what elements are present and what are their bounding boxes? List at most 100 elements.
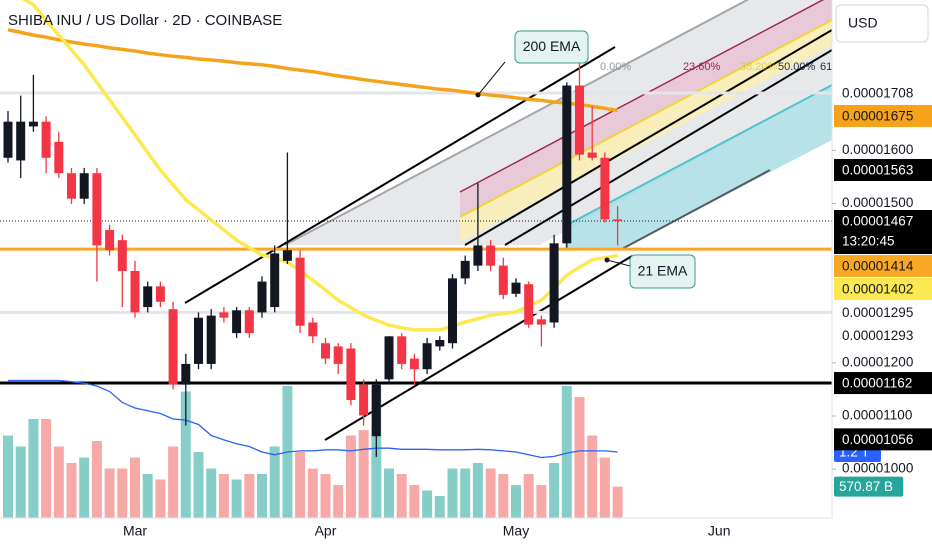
current-price-label: 0.00001467 [842, 214, 913, 229]
volume-bar [295, 452, 306, 518]
volume-bar [498, 474, 509, 518]
candle-body [397, 336, 407, 364]
y-tick-label: 0.00001000 [842, 461, 913, 476]
volume-bar [396, 474, 407, 518]
price-badge [834, 324, 932, 347]
volume-bar [523, 474, 534, 518]
fib-line [284, 0, 750, 246]
emas [7, 0, 618, 332]
volume-bar [345, 435, 356, 518]
volume-bar [485, 468, 496, 518]
price-badge-label: 0.00001402 [842, 282, 913, 297]
fib-label: 50.00% [778, 61, 816, 73]
candle-body [613, 219, 623, 222]
volume-bar [91, 441, 102, 518]
volume-bar [257, 474, 267, 518]
callout-connector [477, 61, 506, 96]
candle-body [549, 243, 559, 323]
trend-line [504, 49, 832, 246]
price-badge [834, 104, 932, 127]
candle-body [257, 281, 267, 313]
volume-bar [193, 452, 204, 518]
callout-text: 21 EMA [638, 263, 688, 279]
fib-label: 23.60% [683, 61, 721, 73]
price-badge-label: 0.00001563 [842, 163, 913, 178]
candle-body [16, 121, 26, 161]
ema-line [21, 0, 618, 332]
fib-zone [285, 0, 832, 245]
candle-body [409, 358, 419, 370]
volume-bar [409, 485, 420, 518]
callout-21: 21 EMA [604, 254, 696, 289]
countdown: 13:20:45 [842, 234, 895, 249]
candle-body [384, 336, 394, 380]
candle-body [79, 173, 89, 199]
callout-connector [606, 259, 631, 267]
current-price-badge [834, 210, 932, 255]
y-tick-label: 0.00001600 [842, 142, 913, 157]
volume-bar [231, 479, 242, 518]
volume-bar [320, 474, 331, 518]
price-badge [834, 301, 932, 324]
trend-line [619, 169, 771, 251]
candle-body [359, 384, 369, 416]
volume-bar [104, 468, 115, 518]
fib-line [459, 19, 832, 218]
volume-bar [117, 468, 128, 518]
fib-zone [565, 85, 832, 250]
candle-body [206, 315, 216, 364]
price-badge-label: 0.00001414 [842, 259, 914, 274]
fib-line [564, 84, 832, 227]
price-badge [834, 372, 932, 395]
price-badge-label: 0.00001295 [842, 305, 913, 320]
callout-box [629, 254, 696, 289]
candle-body [54, 141, 64, 174]
candle-body [232, 310, 242, 334]
candle-body [562, 85, 572, 244]
fib-zone [460, 20, 832, 242]
volume-bar [472, 463, 483, 518]
trend-line [464, 29, 832, 246]
candle-body [282, 250, 292, 261]
volume-bar [460, 468, 471, 518]
candle-body [435, 340, 445, 347]
volume-bar [142, 474, 153, 518]
price-badge [834, 81, 932, 104]
volume-bar [333, 485, 344, 518]
volume-badge [834, 476, 904, 497]
candle-body [117, 240, 127, 271]
volume-bar [434, 496, 445, 518]
volume-bar [384, 468, 394, 518]
candle-body [28, 121, 38, 127]
currency-box[interactable] [835, 4, 929, 43]
candle-body [92, 173, 102, 246]
candle-body [105, 230, 115, 251]
x-tick-label: May [503, 523, 529, 539]
volume-bar [79, 457, 90, 518]
candle-body [422, 343, 432, 370]
volume-bar [447, 468, 458, 518]
candle-body [575, 85, 584, 155]
volume-bar [3, 435, 13, 518]
candle-body [448, 278, 457, 344]
trend-line [184, 46, 616, 304]
callout-200: 200 EMA [475, 30, 589, 98]
volume-bar [587, 435, 598, 518]
y-tick-label: 0.00001200 [842, 354, 913, 369]
drawings [184, 0, 832, 441]
volume-bar [206, 468, 217, 518]
candle-body [321, 343, 330, 359]
volume-bar [66, 463, 77, 518]
candle-body [270, 253, 280, 308]
price-badge-label: 0.00001675 [842, 109, 913, 124]
volume-bar [130, 457, 140, 518]
volume-bar [536, 485, 547, 518]
candle-body [524, 284, 534, 325]
candle-body [41, 121, 51, 158]
candle-body [155, 286, 165, 302]
candle-body [511, 282, 521, 294]
volume-bar [358, 430, 369, 518]
price-badge-label: 0.00001162 [842, 376, 912, 391]
y-tick-label: 0.00001100 [842, 408, 912, 423]
